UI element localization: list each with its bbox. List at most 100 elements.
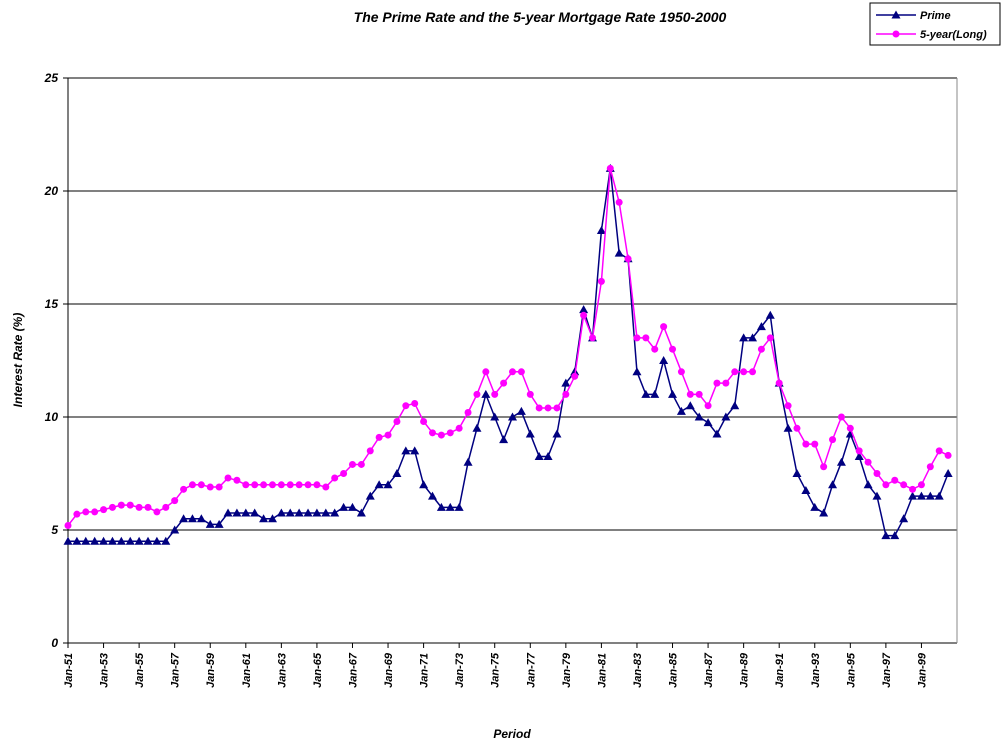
point-marker [525, 429, 535, 438]
point-marker [890, 531, 900, 540]
x-tick-label: Jan-97 [881, 652, 893, 688]
point-marker [348, 460, 356, 468]
x-tick-label: Jan-75 [490, 652, 502, 688]
point-marker [383, 480, 393, 489]
point-marker [748, 333, 758, 342]
point-marker [668, 389, 678, 398]
x-tick-label: Jan-79 [561, 652, 573, 688]
point-marker [765, 310, 775, 319]
point-marker [241, 508, 251, 517]
point-marker [339, 502, 349, 511]
point-marker [286, 481, 294, 489]
point-marker [188, 481, 196, 489]
point-marker [500, 379, 508, 387]
point-marker [517, 368, 525, 376]
x-tick-label: Jan-77 [525, 652, 537, 688]
point-marker [552, 429, 562, 438]
point-marker [340, 470, 348, 477]
point-marker [242, 481, 250, 489]
point-marker [891, 10, 901, 19]
series-line [67, 168, 949, 526]
point-marker [162, 503, 170, 511]
point-marker [534, 452, 544, 461]
legend-label: 5-year(Long) [920, 29, 987, 41]
x-tick-label: Jan-67 [347, 652, 359, 688]
point-marker [152, 536, 162, 545]
point-marker [873, 470, 881, 477]
point-marker [561, 378, 571, 387]
point-marker [250, 508, 260, 517]
point-marker [446, 429, 454, 437]
point-marker [294, 508, 304, 517]
point-marker [900, 481, 908, 489]
point-marker [455, 424, 463, 432]
point-marker [624, 255, 632, 263]
point-marker [366, 447, 374, 455]
x-tick-label: Jan-63 [276, 653, 288, 688]
point-marker [881, 531, 891, 540]
point-marker [499, 435, 509, 444]
point-marker [713, 379, 721, 387]
point-marker [187, 514, 197, 523]
x-tick-label: Jan-87 [703, 652, 715, 688]
point-marker [134, 536, 144, 545]
point-marker [356, 508, 366, 517]
point-marker [179, 514, 189, 523]
point-marker [260, 481, 268, 489]
point-marker [740, 368, 748, 376]
point-marker [677, 368, 685, 376]
y-tick-label: 25 [44, 71, 59, 85]
point-marker [436, 502, 446, 511]
x-tick-label: Jan-69 [383, 652, 395, 688]
point-marker [223, 508, 233, 517]
point-marker [553, 404, 561, 412]
point-marker [375, 433, 383, 441]
point-marker [267, 514, 277, 523]
point-marker [73, 510, 81, 518]
legend-box [869, 2, 1001, 46]
point-marker [143, 536, 153, 545]
point-marker [107, 536, 117, 545]
x-tick-label: Jan-81 [596, 653, 608, 688]
point-marker [892, 30, 900, 38]
point-marker [251, 481, 259, 489]
point-marker [126, 501, 134, 509]
point-marker [472, 423, 482, 432]
point-marker [393, 418, 401, 426]
point-marker [463, 457, 473, 466]
point-marker [268, 481, 276, 489]
point-marker [473, 390, 481, 398]
point-marker [837, 413, 845, 421]
point-marker [685, 401, 695, 410]
point-marker [650, 389, 660, 398]
point-marker [801, 485, 811, 494]
point-marker [259, 514, 269, 523]
point-marker [117, 501, 125, 509]
point-marker [589, 334, 597, 342]
point-marker [285, 508, 295, 517]
point-marker [926, 463, 934, 471]
point-marker [410, 446, 420, 455]
x-tick-label: Jan-95 [845, 652, 857, 688]
x-tick-label: Jan-55 [134, 652, 146, 688]
point-marker [454, 502, 464, 511]
point-marker [508, 412, 517, 421]
point-marker [802, 440, 810, 448]
series-line [68, 168, 949, 543]
point-marker [641, 389, 651, 398]
point-marker [445, 502, 455, 511]
y-tick-label: 15 [45, 297, 59, 311]
x-axis-label: Period [493, 727, 531, 741]
point-marker [686, 390, 694, 398]
point-marker [481, 389, 491, 398]
point-marker [295, 481, 303, 489]
point-marker [437, 431, 445, 439]
point-marker [180, 485, 188, 493]
point-marker [934, 491, 944, 500]
point-marker [427, 491, 437, 500]
point-marker [943, 469, 953, 477]
x-tick-label: Jan-57 [170, 652, 182, 688]
point-marker [384, 431, 392, 439]
point-marker [411, 399, 419, 407]
point-marker [784, 402, 792, 410]
